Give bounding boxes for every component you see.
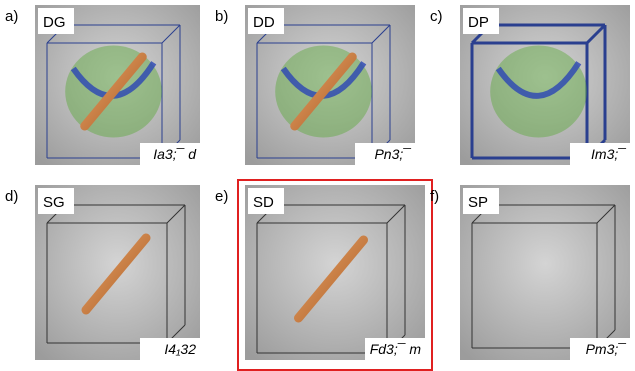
panel-name: SP bbox=[468, 194, 488, 211]
space-group: Im3;¯ bbox=[591, 146, 626, 162]
space-group: Pn3;¯ bbox=[374, 146, 411, 162]
space-group: Ia3;¯ d bbox=[153, 146, 197, 162]
space-group: I4₁32 bbox=[164, 341, 196, 357]
space-group: Pm3;¯ bbox=[586, 341, 627, 357]
figure: a) DG Ia3;¯ d b) DD Pn3;¯ c) DP Im3;¯ d) SG I4₁32 e)… bbox=[0, 0, 635, 371]
panel-name: DP bbox=[468, 14, 489, 31]
panel-letter: e) bbox=[215, 188, 228, 205]
space-group: Fd3;¯ m bbox=[370, 341, 422, 357]
panel-letter: a) bbox=[5, 8, 18, 25]
panel-name: DD bbox=[253, 14, 275, 31]
panel-name: DG bbox=[43, 14, 66, 31]
panel-letter: b) bbox=[215, 8, 228, 25]
panel-letter: d) bbox=[5, 188, 18, 205]
panel-letter: f) bbox=[430, 188, 439, 205]
panel-name: SG bbox=[43, 194, 65, 211]
panel-letter: c) bbox=[430, 8, 443, 25]
panel-name: SD bbox=[253, 194, 274, 211]
